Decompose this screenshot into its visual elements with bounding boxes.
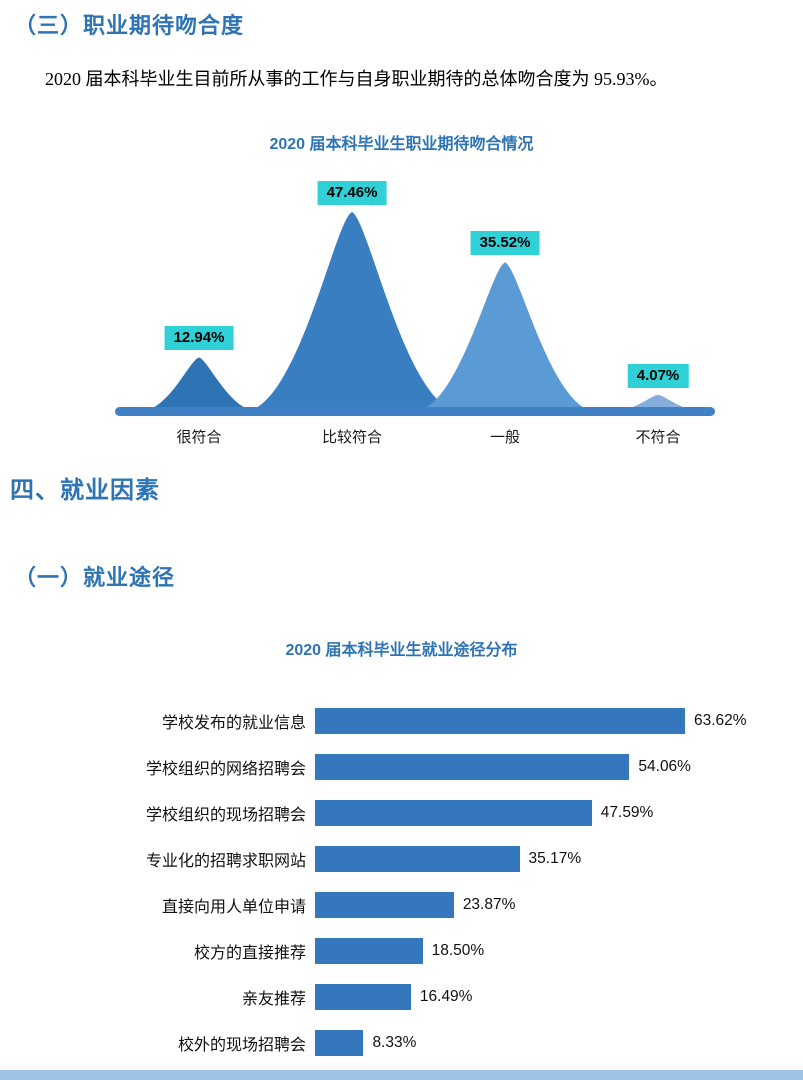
bar <box>315 938 423 964</box>
bar <box>315 800 592 826</box>
peak-value-badge: 47.46% <box>317 181 387 205</box>
summary-paragraph: 2020 届本科毕业生目前所从事的工作与自身职业期待的总体吻合度为 95.93%… <box>45 69 668 89</box>
bottom-band <box>0 1070 803 1080</box>
bar-category-label: 校外的现场招聘会 <box>177 1037 306 1054</box>
peak-shape <box>413 262 597 412</box>
bar-row: 学校发布的就业信息 63.62% <box>18 698 790 744</box>
employment-channel-chart: 学校发布的就业信息 63.62% 学校组织的网络招聘会 54.06% 学校组织的现场招聘… <box>18 698 790 1066</box>
peaks-chart-svg <box>115 212 715 416</box>
bar-value-label: 35.17% <box>528 850 582 867</box>
bar-category-label: 学校发布的就业信息 <box>161 715 306 732</box>
bar <box>315 1030 364 1056</box>
subsection1-heading: （一）就业途径 <box>14 565 176 590</box>
bar-row: 亲友推荐 16.49% <box>18 974 790 1020</box>
bar-value-label: 8.33% <box>372 1034 417 1051</box>
bar-row: 学校组织的现场招聘会 47.59% <box>18 790 790 836</box>
bar-value-label: 47.59% <box>600 804 654 821</box>
bar <box>315 754 630 780</box>
bar-row: 直接向用人单位申请 23.87% <box>18 882 790 928</box>
peak-category-label: 一般 <box>489 429 521 446</box>
peak-shape <box>244 212 460 412</box>
section4-heading: 四、就业因素 <box>10 477 160 504</box>
bar <box>315 708 685 734</box>
chart2-title: 2020 届本科毕业生就业途径分布 <box>285 642 518 659</box>
bar-value-label: 54.06% <box>638 758 691 775</box>
bar-row: 专业化的招聘求职网站 35.17% <box>18 836 790 882</box>
bar-category-label: 直接向用人单位申请 <box>161 899 306 916</box>
bar-category-label: 学校组织的网络招聘会 <box>145 761 306 778</box>
chart1-title: 2020 届本科毕业生职业期待吻合情况 <box>269 136 534 153</box>
peak-category-label: 很符合 <box>176 429 222 446</box>
bar-category-label: 校方的直接推荐 <box>193 945 306 962</box>
expectation-fit-chart: 12.94% 很符合 47.46% 比较符合 35.52% 一般 4.07% 不符合 <box>115 158 715 458</box>
bar-category-label: 学校组织的现场招聘会 <box>145 807 306 824</box>
peak-shape <box>139 357 259 412</box>
peak-value-badge: 35.52% <box>470 231 540 256</box>
peak-category-label: 不符合 <box>635 429 681 446</box>
bar <box>315 846 520 872</box>
bar-value-label: 16.49% <box>419 988 473 1005</box>
section3-heading: （三）职业期待吻合度 <box>14 13 245 38</box>
bar-value-label: 63.62% <box>694 712 747 729</box>
bar-value-label: 23.87% <box>462 896 516 913</box>
peak-value-badge: 4.07% <box>627 363 689 388</box>
axis-baseline <box>115 407 715 416</box>
bar-category-label: 专业化的招聘求职网站 <box>145 853 306 870</box>
bar-row: 校方的直接推荐 18.50% <box>18 928 790 974</box>
bar <box>315 984 411 1010</box>
bar-category-label: 亲友推荐 <box>241 991 306 1008</box>
peak-value-badge: 12.94% <box>164 326 234 351</box>
bar <box>315 892 454 918</box>
bar-row: 校外的现场招聘会 8.33% <box>18 1020 790 1066</box>
bar-value-label: 18.50% <box>431 942 485 959</box>
peak-category-label: 比较符合 <box>321 429 383 446</box>
bar-row: 学校组织的网络招聘会 54.06% <box>18 744 790 790</box>
